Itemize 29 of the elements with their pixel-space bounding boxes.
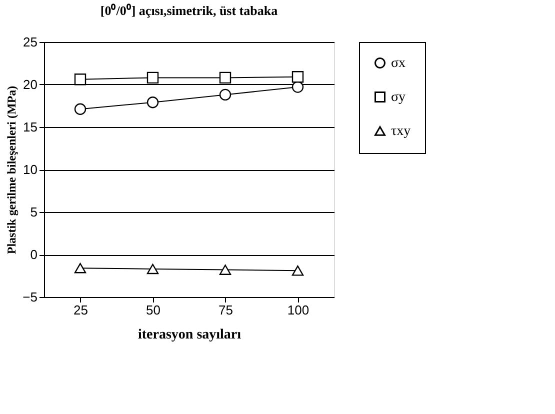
point (219, 88, 232, 101)
legend-label: σy (391, 90, 406, 105)
y-axis-title: Plastik gerilme bileşenleri (MPa) (4, 86, 19, 254)
y-tick-label: 25 (23, 34, 38, 50)
y-tick-label: 5 (30, 204, 38, 220)
point (146, 96, 159, 108)
legend-label: τxy (391, 124, 411, 139)
y-tick-label: 10 (23, 162, 38, 177)
point (146, 264, 159, 274)
y-tick-label: 0 (30, 247, 38, 262)
point (292, 81, 304, 93)
point (292, 71, 304, 83)
x-tick-label: 25 (74, 302, 88, 318)
y-tick-label: 20 (23, 77, 38, 92)
x-tick-label: 75 (218, 302, 233, 318)
x-tick-label: 50 (146, 302, 160, 318)
point (219, 72, 232, 84)
y-tick-label: 15 (23, 120, 38, 134)
legend-label: σx (391, 56, 406, 71)
x-tick-label: 100 (287, 302, 310, 318)
point (74, 103, 86, 115)
chart-title: [0⁰/0⁰] açısı,simetrik, üst tabaka (100, 3, 278, 18)
point (146, 72, 159, 84)
y-tick-label: −5 (22, 290, 38, 304)
point (74, 74, 86, 86)
x-axis-title: iterasyon sayıları (138, 328, 242, 342)
point (292, 266, 304, 276)
point (219, 264, 232, 275)
point (74, 262, 86, 274)
